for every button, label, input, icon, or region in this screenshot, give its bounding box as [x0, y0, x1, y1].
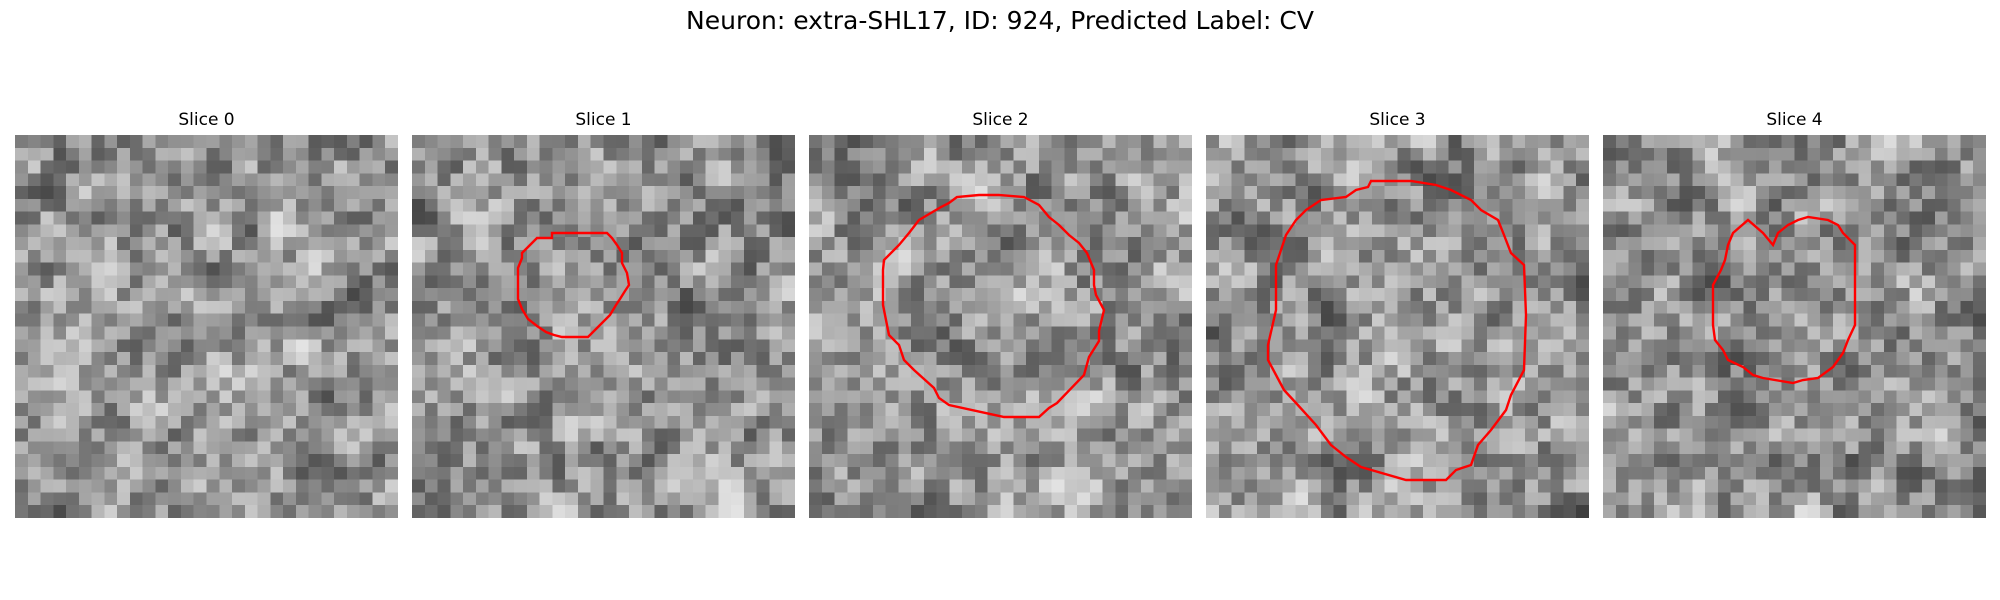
slice-1-grayscale [412, 135, 795, 518]
slice-4-image [1603, 135, 1986, 518]
slice-1-overlay [516, 231, 631, 339]
slice-3-overlay [1266, 179, 1528, 482]
figure-title: Neuron: extra-SHL17, ID: 924, Predicted … [686, 6, 1314, 35]
panel-title-slice-0: Slice 0 [178, 110, 235, 130]
slice-2-grayscale [809, 135, 1192, 518]
slice-3-contour [1266, 179, 1528, 482]
panel-title-slice-4: Slice 4 [1766, 110, 1823, 130]
panel-title-slice-1: Slice 1 [575, 110, 632, 130]
panel-title-slice-3: Slice 3 [1369, 110, 1426, 130]
slice-4-grayscale [1603, 135, 1986, 518]
slice-1-contour [516, 231, 631, 339]
slice-2-contour [881, 193, 1106, 419]
slice-0-grayscale [15, 135, 398, 518]
slice-3-image [1206, 135, 1589, 518]
slice-2-image [809, 135, 1192, 518]
slice-4-contour [1711, 215, 1857, 385]
panel-title-slice-2: Slice 2 [972, 110, 1029, 130]
slice-0-image [15, 135, 398, 518]
slice-4-overlay [1711, 215, 1857, 385]
slice-2-overlay [881, 193, 1106, 419]
slice-1-image [412, 135, 795, 518]
